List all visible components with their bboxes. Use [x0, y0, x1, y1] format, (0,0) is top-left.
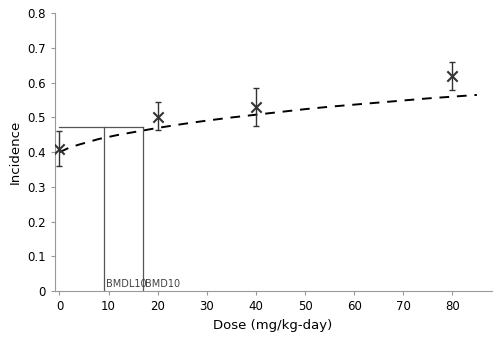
X-axis label: Dose (mg/kg-day): Dose (mg/kg-day) [214, 319, 332, 332]
Text: BMD10: BMD10 [146, 279, 180, 289]
Point [154, 115, 162, 120]
Text: BMDL10: BMDL10 [106, 279, 146, 289]
Point [252, 104, 260, 110]
Y-axis label: Incidence: Incidence [8, 120, 22, 184]
Point [448, 73, 456, 79]
Point [56, 146, 64, 151]
